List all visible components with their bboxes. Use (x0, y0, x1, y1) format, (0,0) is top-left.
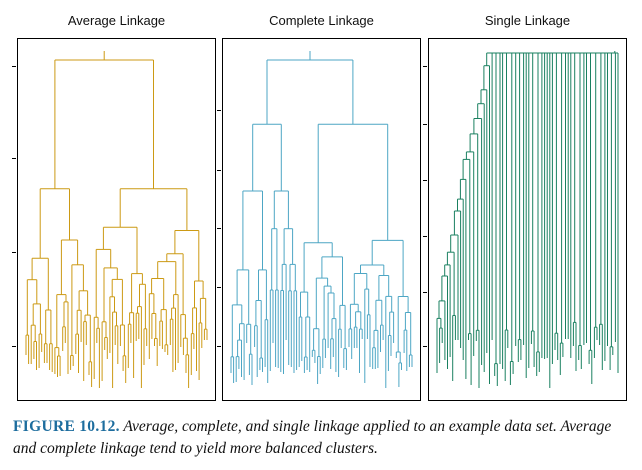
panel-title: Complete Linkage (269, 13, 374, 28)
dendrogram-frame (17, 38, 216, 401)
complete-linkage-panel: Complete Linkage (217, 0, 421, 410)
caption-text: Average, complete, and single linkage ap… (13, 418, 612, 457)
y-axis-tick (423, 66, 427, 67)
y-axis-tick (423, 292, 427, 293)
average-dendrogram (25, 51, 208, 388)
dendrogram-frame (428, 38, 627, 401)
panel-title: Single Linkage (484, 13, 571, 28)
y-axis-tick (423, 346, 427, 347)
y-axis-tick (217, 287, 221, 288)
y-axis-tick (12, 158, 16, 159)
single-dendrogram (436, 51, 619, 388)
complete-dendrogram (230, 51, 413, 388)
dendrogram-frame (222, 38, 421, 401)
y-axis-tick (423, 124, 427, 125)
figure-caption: FIGURE 10.12. Average, complete, and sin… (13, 416, 633, 460)
average-linkage-panel: Average Linkage (12, 0, 216, 410)
y-axis-tick (217, 228, 221, 229)
y-axis-tick (423, 180, 427, 181)
y-axis-tick (12, 346, 16, 347)
figure-label: FIGURE 10.12. (13, 418, 120, 435)
y-axis-tick (217, 170, 221, 171)
y-axis-tick (423, 236, 427, 237)
y-axis-tick (217, 346, 221, 347)
panel-title: Average Linkage (67, 13, 166, 28)
y-axis-tick (12, 252, 16, 253)
single-linkage-panel: Single Linkage (423, 0, 627, 410)
y-axis-tick (217, 110, 221, 111)
y-axis-tick (12, 66, 16, 67)
